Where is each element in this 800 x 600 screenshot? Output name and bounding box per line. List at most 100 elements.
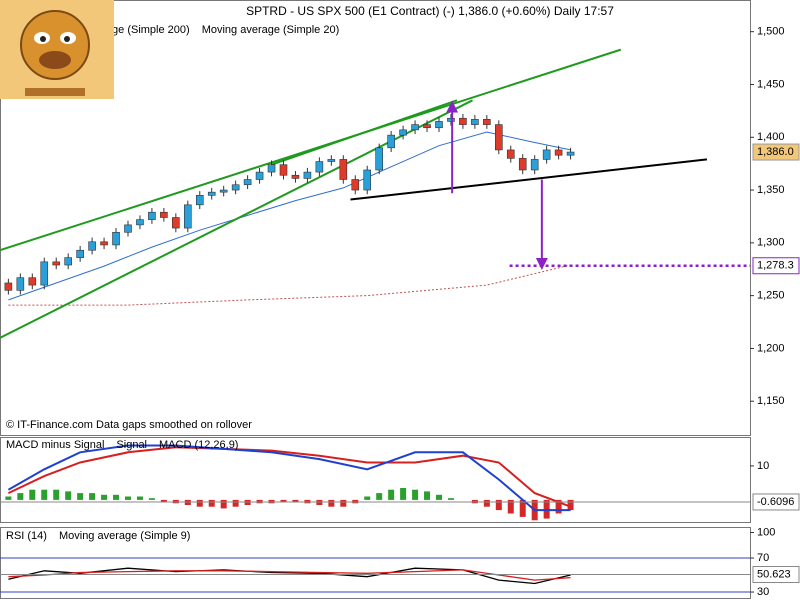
candle-body <box>267 164 276 173</box>
candle-body <box>327 159 336 162</box>
candle-body <box>447 117 455 122</box>
candle-body <box>291 174 300 179</box>
logo-pupil <box>40 36 46 42</box>
histogram-bar <box>400 488 407 500</box>
candle-body <box>16 277 25 291</box>
candle-body <box>207 191 216 196</box>
trendline <box>350 158 708 201</box>
panel-frame <box>0 527 751 599</box>
target-box <box>752 257 800 275</box>
histogram-bar <box>280 499 287 502</box>
histogram-bar <box>77 493 84 500</box>
candle-body <box>566 151 575 156</box>
histogram-bar <box>41 489 48 500</box>
candle-body <box>4 282 13 291</box>
candle-body <box>530 159 539 171</box>
candle-body <box>100 241 108 246</box>
candle-body <box>471 119 479 125</box>
histogram-bar <box>124 496 131 500</box>
indicator-line <box>7 446 571 508</box>
candle-body <box>459 117 467 125</box>
candle-body <box>315 161 324 173</box>
panel-frame <box>0 0 751 436</box>
y-tick-label: 30 <box>757 586 769 598</box>
candle-body <box>542 149 551 160</box>
candle-body <box>172 217 180 229</box>
indicator-line <box>7 444 571 512</box>
y-tick-label: 1,300 <box>757 237 785 249</box>
value-label: 50.623 <box>757 568 791 580</box>
indicator-line <box>8 567 571 585</box>
candle-body <box>506 149 515 159</box>
logo <box>0 0 114 99</box>
candle-body <box>554 149 563 156</box>
logo-mouth <box>39 51 71 69</box>
legend-entry: MACD minus Signal <box>6 439 104 451</box>
histogram-bar <box>447 498 454 500</box>
y-tick-label: 1,500 <box>757 26 785 38</box>
histogram-bar <box>567 499 574 511</box>
histogram-bar <box>220 499 227 509</box>
histogram-bar <box>89 493 96 500</box>
histogram-bar <box>388 489 395 500</box>
logo-face <box>20 10 90 80</box>
trendline <box>0 48 622 252</box>
chart-title: SPTRD - US SPX 500 (E1 Contract) (-) 1,3… <box>246 4 614 18</box>
y-tick-label: 1,400 <box>757 131 785 143</box>
candle-body <box>518 158 527 171</box>
candle-body <box>387 134 395 149</box>
legend-entry: Moving average (Simple 9) <box>59 530 190 542</box>
value-label: -0.6096 <box>757 496 794 508</box>
candle-body <box>435 121 443 129</box>
y-tick-label: 1,200 <box>757 342 785 354</box>
histogram-bar <box>555 499 562 514</box>
candle-body <box>195 195 204 206</box>
histogram-bar <box>495 499 502 511</box>
candle-body <box>28 277 37 286</box>
candle-body <box>88 241 96 251</box>
histogram-bar <box>196 499 203 507</box>
moving-average-line <box>8 131 571 301</box>
logo-banner <box>25 88 85 96</box>
candle-body <box>219 189 228 193</box>
candle-body <box>495 124 503 151</box>
histogram-bar <box>519 499 526 517</box>
legend-entry: Signal <box>116 439 147 451</box>
histogram-bar <box>507 499 514 514</box>
histogram-bar <box>148 498 155 500</box>
y-tick-label: 1,150 <box>757 395 785 407</box>
footnote: © IT-Finance.com Data gaps smoothed on r… <box>6 419 252 431</box>
target-label: 1,278.3 <box>757 260 794 272</box>
candle-body <box>183 204 192 229</box>
histogram-bar <box>29 489 36 500</box>
y-tick-label: 100 <box>757 526 775 538</box>
candle-body <box>52 261 61 266</box>
y-tick-label: 1,450 <box>757 78 785 90</box>
candle-body <box>160 211 168 218</box>
histogram-bar <box>376 493 383 500</box>
candle-body <box>148 211 156 220</box>
y-tick-label: 1,250 <box>757 290 785 302</box>
trendline <box>271 99 458 166</box>
candle-body <box>303 171 312 179</box>
histogram-bar <box>340 499 347 507</box>
histogram-bar <box>232 499 239 507</box>
value-box <box>752 493 800 511</box>
candle-body <box>255 171 264 180</box>
last-price-box <box>752 143 800 161</box>
histogram-bar <box>17 493 24 500</box>
candle-body <box>64 257 72 266</box>
histogram-bar <box>101 494 108 500</box>
histogram-bar <box>328 499 335 507</box>
legend-entry: Moving average (Simple 20) <box>202 24 340 36</box>
candle-body <box>363 169 372 191</box>
legend-entry: MACD (12,26,9) <box>159 439 238 451</box>
histogram-bar <box>424 491 431 500</box>
candle-body <box>399 129 407 136</box>
histogram-bar <box>113 494 120 500</box>
candle-body <box>40 261 49 286</box>
candle-body <box>243 179 252 186</box>
legend-entry: RSI (14) <box>6 530 47 542</box>
